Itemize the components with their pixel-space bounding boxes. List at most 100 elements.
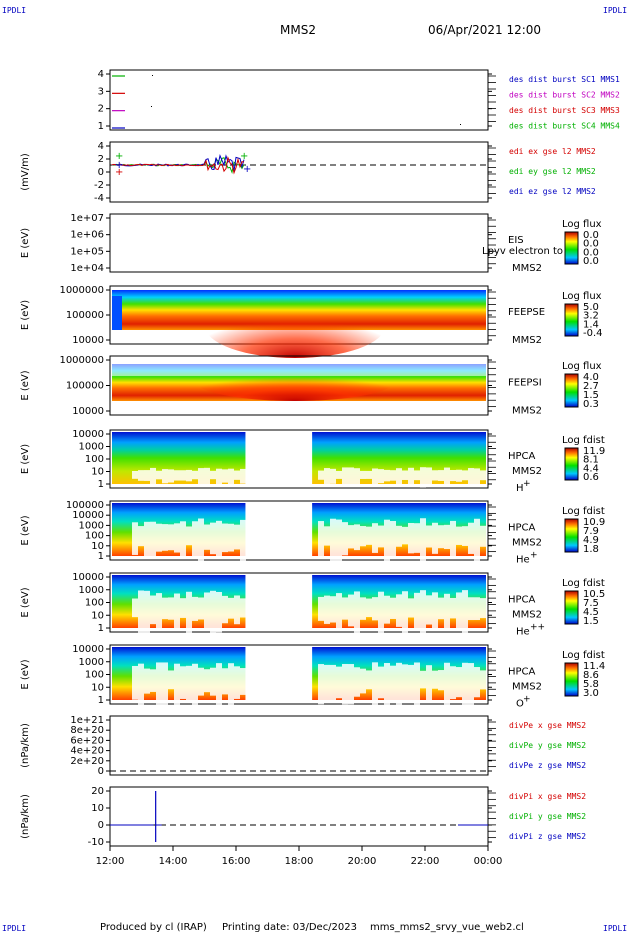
y-tick-label: 6e+20 bbox=[70, 735, 104, 746]
y-axis-label: E (eV) bbox=[20, 370, 31, 400]
legend-entry: edi ex gse l2 MMS2 bbox=[509, 147, 596, 156]
spectrogram-gap bbox=[426, 595, 432, 625]
burst-dot bbox=[152, 75, 153, 76]
spectrogram-gap bbox=[240, 468, 246, 484]
spectrogram-gap bbox=[198, 597, 204, 620]
spectrogram-gap bbox=[474, 597, 480, 621]
species-charge: + bbox=[523, 695, 531, 705]
spectrogram-gap bbox=[390, 521, 396, 558]
spectrogram-gap bbox=[414, 470, 420, 481]
spectrogram-gap bbox=[342, 522, 348, 556]
plus-marker: + bbox=[115, 151, 123, 162]
legend-entry: des dist burst SC2 MMS2 bbox=[509, 91, 620, 100]
y-tick-label: -4 bbox=[94, 193, 104, 204]
y-tick-label: 1e+04 bbox=[70, 263, 104, 274]
spectrogram-gap bbox=[414, 523, 420, 553]
y-axis-label: E (eV) bbox=[20, 228, 31, 258]
spacecraft-label: MMS2 bbox=[512, 335, 542, 346]
spectrogram-gap bbox=[336, 593, 342, 630]
spectrogram-gap bbox=[168, 597, 174, 620]
y-tick-label: 4 bbox=[98, 69, 104, 80]
spectrogram-gap bbox=[432, 522, 438, 554]
spectrogram-gap bbox=[132, 598, 138, 618]
colorbar bbox=[564, 590, 579, 625]
spectrogram-gap bbox=[426, 665, 432, 702]
plus-marker: + bbox=[115, 160, 123, 171]
colorbar-value: 1.8 bbox=[583, 544, 599, 555]
spectrogram-gap bbox=[234, 524, 240, 550]
spectrogram-gap bbox=[468, 597, 474, 621]
spectrogram-gap bbox=[174, 470, 180, 481]
y-tick-label: 0 bbox=[98, 766, 104, 777]
spectrogram-gap bbox=[432, 592, 438, 632]
spectrogram-gap bbox=[210, 522, 216, 555]
spectrogram-gap bbox=[132, 665, 138, 700]
legend-entry: edi ez gse l2 MMS2 bbox=[509, 187, 596, 196]
spectrogram-noise bbox=[112, 364, 486, 376]
spectrogram-gap bbox=[168, 670, 174, 690]
spectrogram-gap bbox=[318, 664, 324, 705]
colorbar-value: 1.5 bbox=[583, 616, 599, 627]
spectrogram-gap bbox=[348, 594, 354, 627]
panel-frame bbox=[109, 213, 489, 273]
spectrogram-gap bbox=[456, 667, 462, 698]
y-tick-label: 100000 bbox=[66, 310, 104, 321]
spectrogram-gap bbox=[192, 596, 198, 621]
spectrogram-gap bbox=[204, 592, 210, 632]
spacecraft-label: MMS2 bbox=[512, 263, 542, 274]
instrument-label: HPCA bbox=[508, 595, 536, 606]
spectrogram-gap bbox=[156, 470, 162, 480]
y-tick-label: 10 bbox=[91, 467, 104, 478]
spectrogram-gap bbox=[186, 665, 192, 701]
spectrogram-gap bbox=[408, 522, 414, 554]
y-tick-label: 4 bbox=[98, 141, 104, 152]
spectrogram-gap bbox=[408, 664, 414, 703]
spectrogram-gap bbox=[366, 470, 372, 479]
spectrogram-gap bbox=[420, 590, 426, 637]
y-tick-label: 100 bbox=[85, 670, 104, 681]
spectrogram-gap bbox=[222, 523, 228, 553]
y-tick-label: 1000000 bbox=[59, 355, 104, 366]
overlay-text: Lpyv electron to bbox=[482, 246, 563, 257]
colorbar-value: 10.5 bbox=[583, 589, 605, 600]
y-tick-label: 1000 bbox=[79, 442, 104, 453]
corner-label-bottom-right: IPDLI bbox=[603, 924, 627, 933]
y-tick-label: 3 bbox=[98, 86, 104, 97]
spectrogram-gap bbox=[360, 526, 366, 547]
spectrogram-gap bbox=[228, 523, 234, 552]
panel-p11: 20 10 0 -10 (nPa/km) divPi x gse MMS2 divPi y … bbox=[20, 786, 586, 848]
colorbar-value: 5.0 bbox=[583, 302, 599, 313]
x-tick-label: 12:00 bbox=[96, 856, 125, 867]
spectrogram-gap bbox=[480, 470, 486, 481]
footer-filename: mms_mms2_srvy_vue_web2.cl bbox=[370, 922, 524, 933]
spectrogram-gap bbox=[480, 670, 486, 690]
spectrogram-gap bbox=[210, 667, 216, 696]
spectrogram-gap bbox=[420, 518, 426, 565]
spectrogram-gap bbox=[330, 596, 336, 623]
species-label: He bbox=[516, 555, 530, 566]
colorbar-title: Log fdist bbox=[562, 650, 605, 661]
spectrogram-gap bbox=[438, 525, 444, 549]
spectrogram-gap bbox=[318, 596, 324, 621]
spectrogram-gap bbox=[402, 526, 408, 545]
colorbar-value: 7.5 bbox=[583, 598, 599, 609]
legend-entry: des dist burst SC4 MMS4 bbox=[509, 122, 620, 131]
colorbar-value: 3.2 bbox=[583, 311, 599, 322]
spectrogram-gap bbox=[474, 518, 480, 564]
spectrogram-gap bbox=[456, 526, 462, 545]
y-tick-label: 1000000 bbox=[59, 285, 104, 296]
spectrogram-gap bbox=[444, 467, 450, 487]
colorbar bbox=[564, 373, 579, 408]
y-tick-label: 1 bbox=[98, 551, 104, 562]
colorbar-value: 0.0 bbox=[583, 230, 599, 241]
colorbar-value: 10.9 bbox=[583, 517, 605, 528]
spectrogram-gap bbox=[360, 470, 366, 479]
spectrogram-gap bbox=[456, 592, 462, 632]
spectrogram-gap bbox=[402, 470, 408, 480]
y-tick-label: 1 bbox=[98, 121, 104, 132]
y-tick-label: 10000 bbox=[72, 572, 104, 583]
spectrogram-gap bbox=[444, 524, 450, 550]
